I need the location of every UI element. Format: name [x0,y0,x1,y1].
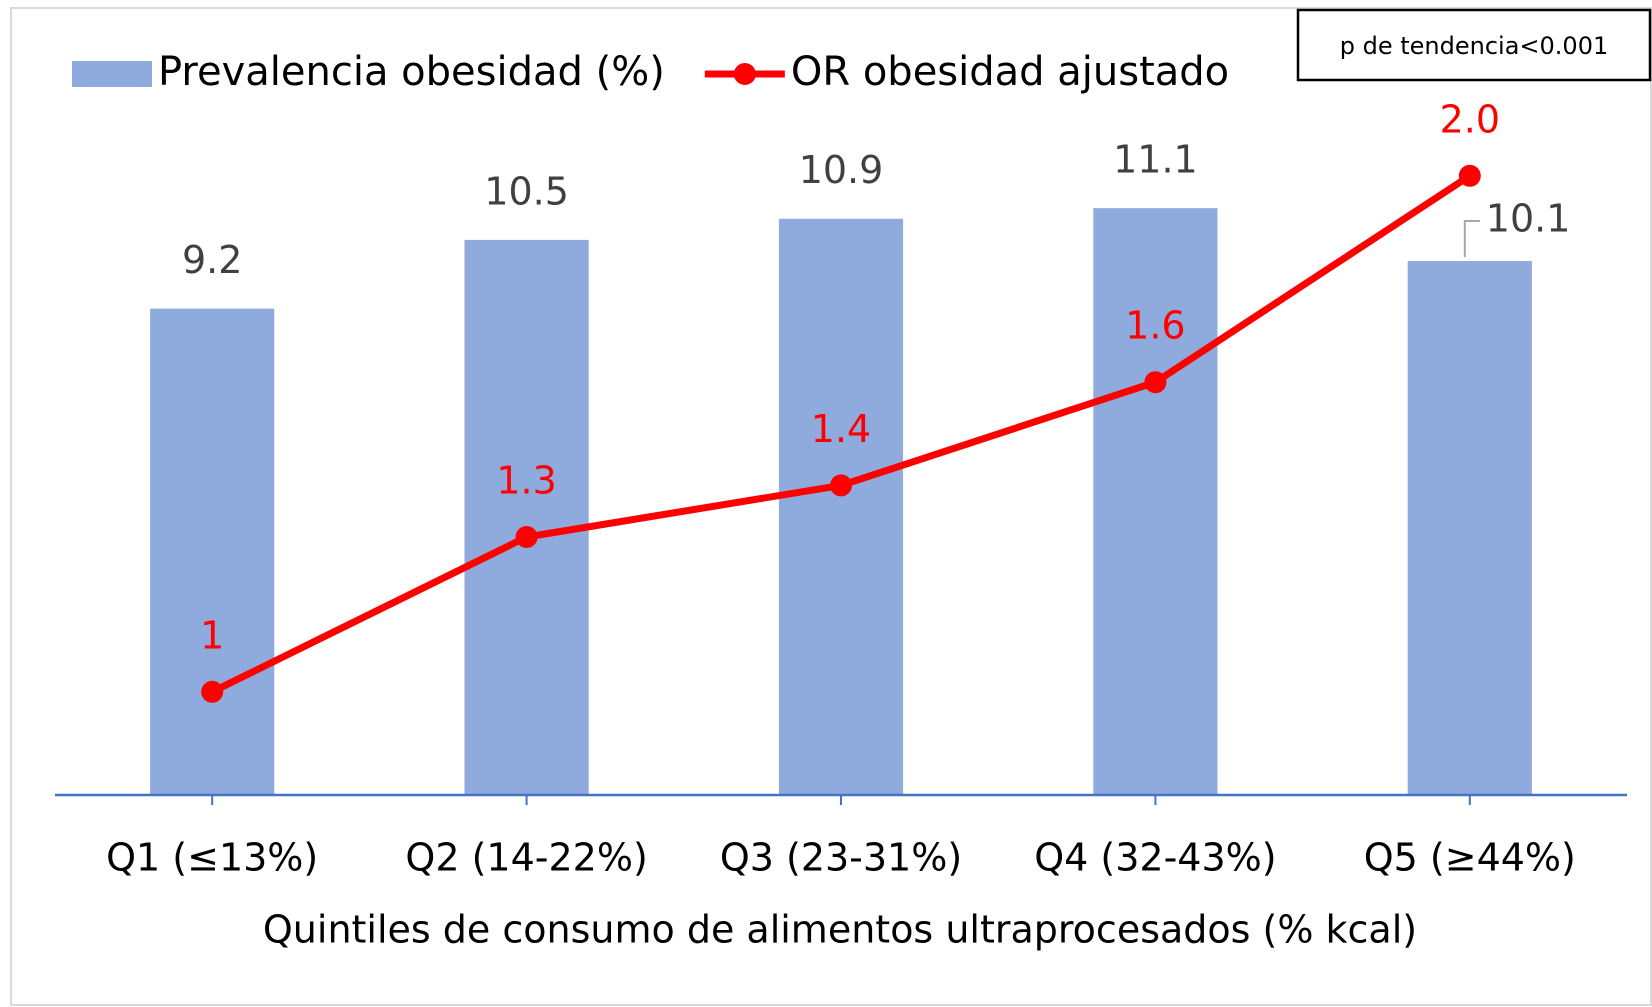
line-value-label: 1.3 [496,459,556,503]
bar-value-label: 10.1 [1486,197,1571,241]
legend-swatch [72,61,152,87]
bar [1093,208,1218,795]
line-value-label: 1.4 [811,407,871,451]
bar [150,308,275,795]
bar-value-label: 10.5 [484,169,569,213]
legend-label: OR obesidad ajustado [791,49,1229,95]
line-marker [1144,371,1167,394]
legend-label: Prevalencia obesidad (%) [158,49,665,95]
line-value-label: 1.6 [1125,304,1185,348]
line-marker [201,680,224,703]
line-value-label: 1 [200,613,224,657]
bar-value-label: 11.1 [1113,138,1198,182]
annotation: p de tendencia<0.001 [1340,32,1608,60]
x-axis-title: Quintiles de consumo de alimentos ultrap… [263,908,1417,952]
x-tick-label: Q5 (≥44%) [1364,836,1576,880]
x-tick-label: Q3 (23-31%) [720,836,962,880]
bar [464,239,589,795]
bar [778,218,904,796]
x-tick-label: Q4 (32-43%) [1034,836,1276,880]
line-marker [515,526,538,548]
annotation-box [1296,8,1652,82]
line-marker [1458,164,1481,187]
bar [1407,261,1532,795]
bar-value-label: 10.9 [799,148,884,192]
legend-marker [733,63,756,85]
x-tick-label: Q2 (14-22%) [405,836,647,880]
x-tick-label: Q1 (≤13%) [106,836,318,880]
bar-value-label: 9.2 [182,238,242,282]
line-marker [830,474,852,497]
leader-line [1463,220,1480,258]
line-value-label: 2.0 [1440,97,1500,141]
